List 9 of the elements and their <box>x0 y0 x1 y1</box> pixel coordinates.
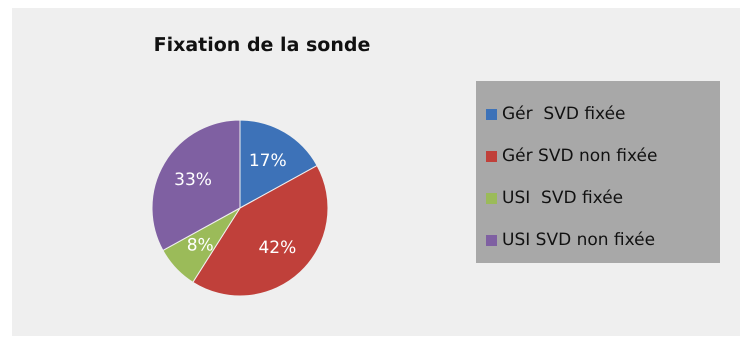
legend-label: Gér SVD fixée <box>502 104 626 124</box>
data-label: 33% <box>174 170 212 190</box>
data-label: 8% <box>186 235 214 256</box>
legend-label: USI SVD non fixée <box>502 230 656 250</box>
data-label: 17% <box>248 151 287 172</box>
legend-label: Gér SVD non fixée <box>502 146 658 166</box>
data-label: 42% <box>258 238 296 258</box>
chart-title: Fixation de la sonde <box>152 34 372 56</box>
legend-label: USI SVD fixée <box>502 188 624 208</box>
